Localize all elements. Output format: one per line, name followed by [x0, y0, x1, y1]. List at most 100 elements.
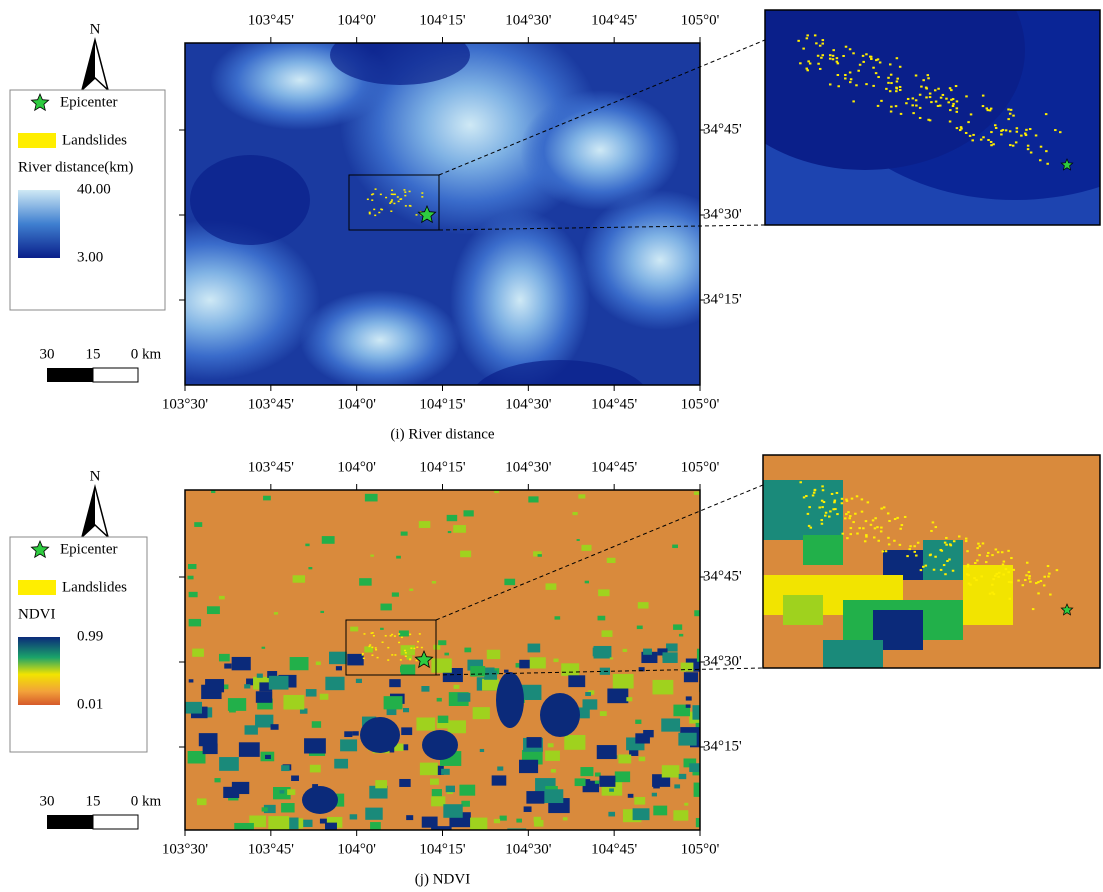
landslide [398, 633, 400, 635]
legend-min: 3.00 [77, 249, 103, 265]
landslide [845, 513, 848, 515]
map-raster [673, 624, 682, 629]
landslide [885, 550, 888, 552]
map-raster [344, 731, 352, 737]
landslide [935, 101, 938, 103]
landslide [990, 144, 993, 146]
landslide [1029, 581, 1032, 583]
map-raster [577, 539, 580, 541]
landslide [389, 202, 391, 204]
landslide [970, 113, 973, 115]
map-raster [526, 791, 544, 804]
legend-swatch [18, 580, 56, 595]
landslide [1047, 565, 1050, 567]
map-raster [189, 679, 194, 682]
top-tick-label: 103°45' [248, 459, 294, 475]
landslide [1039, 159, 1042, 161]
north-label: N [90, 468, 101, 484]
landslide [369, 644, 371, 646]
landslide [363, 658, 365, 660]
map-raster [432, 789, 442, 796]
bottom-tick-label: 103°30' [162, 841, 208, 857]
landslide [934, 89, 937, 91]
map-raster [684, 672, 698, 682]
map-raster [271, 724, 279, 730]
bottom-tick-label: 103°30' [162, 396, 208, 412]
map-raster [613, 674, 634, 689]
landslide [880, 100, 883, 102]
landslide [845, 499, 848, 501]
bottom-tick-label: 104°15' [419, 396, 465, 412]
landslide [965, 132, 968, 134]
landslide [876, 526, 879, 528]
legend-title: River distance(km) [18, 159, 133, 175]
landslide [872, 85, 875, 87]
landslide [391, 190, 393, 192]
landslide [844, 517, 847, 519]
landslide [849, 81, 852, 83]
landslide [808, 506, 811, 508]
landslide [837, 62, 840, 64]
landslide [865, 534, 868, 536]
landslide [1007, 550, 1010, 552]
landslide [967, 564, 970, 566]
landslide [808, 525, 811, 527]
map-raster [459, 785, 475, 796]
landslide [836, 61, 839, 63]
landslide [409, 659, 411, 661]
landslide [393, 203, 395, 205]
map-raster [214, 778, 220, 782]
landslide [875, 72, 878, 74]
landslide [995, 573, 998, 575]
map-raster [679, 774, 687, 779]
map-raster [545, 751, 560, 761]
landslide [908, 548, 911, 550]
landslide [819, 68, 822, 70]
scale-bar [93, 368, 138, 382]
map-raster [370, 555, 374, 557]
legend-label: Landslides [62, 579, 127, 595]
map-raster [608, 812, 615, 817]
landslide [874, 517, 877, 519]
landslide [989, 109, 992, 111]
bottom-tick-label: 104°45' [591, 841, 637, 857]
bottom-tick-label: 104°0' [337, 396, 376, 412]
map-raster [308, 567, 312, 569]
landslide [405, 655, 407, 657]
map-raster [340, 739, 357, 751]
landslide [982, 136, 985, 138]
landslide [896, 81, 899, 83]
landslide [378, 212, 380, 214]
map-raster [302, 786, 338, 814]
map-raster [544, 789, 564, 803]
landslide [930, 101, 933, 103]
map-raster [290, 657, 309, 670]
landslide [409, 634, 411, 636]
landslide [952, 98, 955, 100]
landslide [822, 54, 825, 56]
inset-raster [963, 565, 1013, 625]
landslide [981, 575, 984, 577]
landslide [872, 67, 875, 69]
landslide [987, 109, 990, 111]
bottom-tick-label: 103°45' [248, 396, 294, 412]
landslide [390, 635, 392, 637]
landslide [806, 69, 809, 71]
landslide [805, 68, 808, 70]
map-raster [538, 554, 542, 557]
landslide [1035, 134, 1038, 136]
map-raster [422, 730, 458, 760]
landslide [852, 521, 855, 523]
scale-bar [93, 815, 138, 829]
map-raster [350, 814, 357, 819]
landslide [1000, 133, 1003, 135]
landslide [929, 96, 932, 98]
landslide [992, 578, 995, 580]
map-raster [694, 783, 714, 797]
landslide [822, 43, 825, 45]
landslide [385, 197, 387, 199]
map-raster [662, 765, 680, 777]
map-raster [205, 679, 224, 692]
landslide [367, 199, 369, 201]
scale-bar [47, 368, 93, 382]
